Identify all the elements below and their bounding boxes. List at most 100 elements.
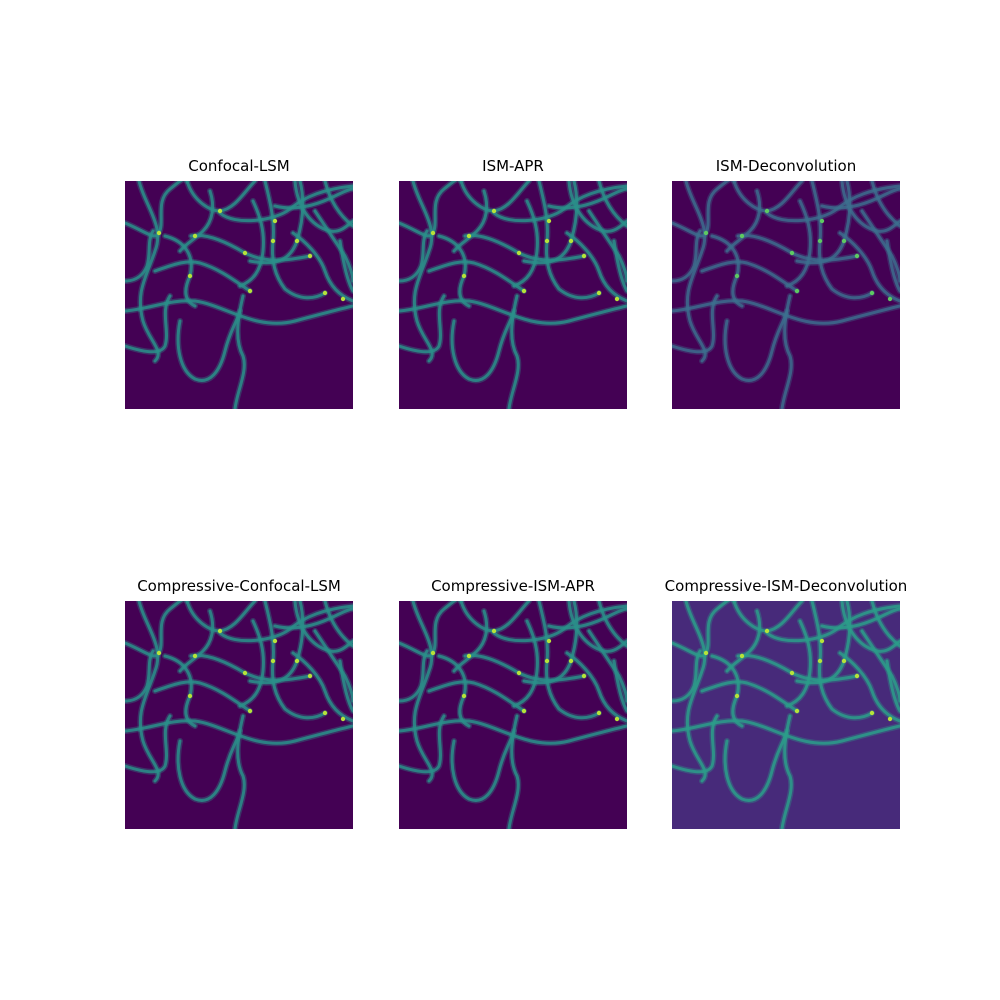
filament (125, 299, 353, 325)
filament (125, 601, 189, 658)
filament (838, 651, 900, 723)
filament (125, 719, 353, 745)
bright-spot (340, 296, 346, 302)
filament (820, 187, 900, 210)
bright-spot (734, 693, 740, 699)
bright-spot (217, 628, 223, 634)
filament (672, 601, 736, 658)
bright-spot (817, 238, 823, 244)
filament (399, 601, 463, 658)
filament (860, 629, 900, 703)
filament (399, 649, 429, 703)
bright-spot (596, 290, 602, 296)
bright-spot (789, 250, 795, 256)
bright-spot (789, 670, 795, 676)
filament (820, 607, 900, 630)
bright-spot (869, 290, 875, 296)
filament (125, 649, 155, 703)
microscopy-image (672, 181, 900, 409)
bright-spot (739, 653, 745, 659)
bright-spot (272, 638, 278, 644)
filament (672, 719, 900, 745)
bright-spot (703, 230, 709, 236)
filament (338, 239, 353, 293)
filament (125, 714, 172, 774)
bright-spot (581, 253, 587, 259)
filament (313, 629, 353, 703)
bright-spot (521, 708, 527, 714)
bright-spot (294, 658, 300, 664)
microscopy-image (125, 181, 353, 409)
bright-spot (596, 710, 602, 716)
bright-spot (854, 673, 860, 679)
filament (723, 729, 789, 802)
filament (780, 294, 793, 409)
filament (672, 714, 719, 774)
bright-spot (491, 208, 497, 214)
filament (273, 607, 353, 630)
filament (427, 260, 526, 293)
microscopy-image (125, 601, 353, 829)
panel-title: Compressive-ISM-Deconvolution (664, 577, 908, 595)
filament (885, 239, 900, 293)
filament (411, 601, 434, 783)
bright-spot (430, 650, 436, 656)
filament (399, 714, 446, 774)
bright-spot (192, 653, 198, 659)
bright-spot (794, 708, 800, 714)
filament (233, 714, 246, 829)
microscopy-image (399, 181, 627, 409)
bright-spot (764, 208, 770, 214)
filament (178, 609, 215, 673)
filament (565, 231, 627, 303)
filament (567, 601, 627, 653)
filament (810, 181, 874, 300)
bright-spot (270, 238, 276, 244)
filament (684, 181, 707, 363)
filament (399, 181, 463, 238)
filament (153, 680, 252, 713)
panel-title: Confocal-LSM (188, 157, 290, 175)
filament (450, 729, 516, 802)
filament (672, 181, 736, 238)
filament (452, 189, 489, 253)
filament (567, 181, 627, 233)
bright-spot (156, 650, 162, 656)
filament (238, 199, 265, 288)
filament (125, 181, 189, 238)
filament (399, 719, 627, 745)
filament (537, 181, 601, 300)
filament (507, 714, 520, 829)
bright-spot (242, 250, 248, 256)
bright-spot (614, 716, 620, 722)
bright-spot (614, 296, 620, 302)
filament (176, 309, 242, 382)
panel-title: Compressive-Confocal-LSM (137, 577, 341, 595)
bright-spot (187, 273, 193, 279)
filament (399, 229, 429, 283)
filament (293, 181, 353, 233)
filament (427, 680, 526, 713)
bright-spot (516, 250, 522, 256)
bright-spot (841, 658, 847, 664)
filament (313, 209, 353, 283)
filament (684, 601, 707, 783)
filament (587, 629, 627, 703)
bright-spot (322, 290, 328, 296)
panel-title: ISM-APR (482, 157, 544, 175)
bright-spot (544, 658, 550, 664)
bright-spot (242, 670, 248, 676)
bright-spot (270, 658, 276, 664)
bright-spot (247, 708, 253, 714)
bright-spot (466, 233, 472, 239)
filament (700, 260, 799, 293)
bright-spot (887, 716, 893, 722)
filament (672, 229, 702, 283)
filament (512, 199, 539, 288)
bright-spot (461, 273, 467, 279)
filament (612, 659, 627, 713)
filament (238, 619, 265, 708)
filament (840, 601, 900, 653)
bright-spot (739, 233, 745, 239)
filament (178, 189, 215, 253)
